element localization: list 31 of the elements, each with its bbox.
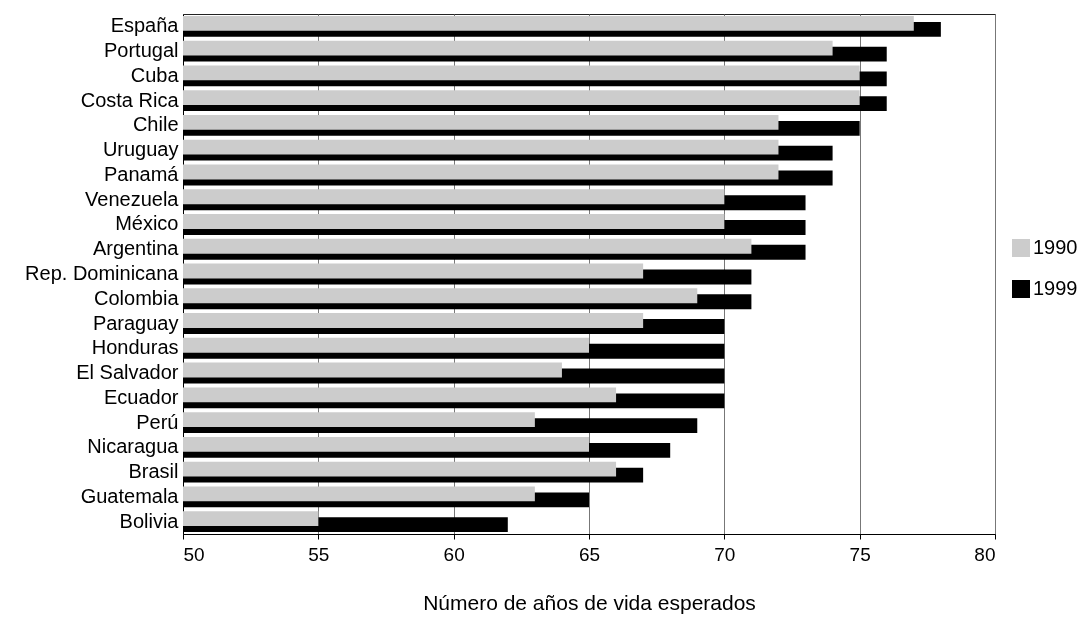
y-tick-label: Costa Rica: [80, 88, 180, 111]
x-tick-label: 75: [849, 543, 871, 565]
x-tick-label: 60: [443, 543, 465, 565]
y-tick-label: Brasil: [128, 460, 179, 483]
x-tick-label: 65: [578, 543, 601, 565]
y-tick-label: Panamá: [104, 162, 180, 185]
y-tick-label: Uruguay: [102, 138, 179, 161]
y-tick-label: Colombia: [94, 286, 180, 309]
y-tick-label: El Salvador: [76, 361, 179, 384]
x-tick-label: 80: [974, 543, 996, 565]
y-tick-label: Venezuela: [85, 187, 180, 210]
y-tick-label: Argentina: [92, 237, 180, 260]
legend-label: 1990: [1033, 236, 1078, 258]
y-tick-label: Paraguay: [92, 311, 179, 334]
y-tick-label: Perú: [136, 410, 179, 433]
x-tick-label: 55: [308, 543, 330, 565]
x-tick-label: 50: [183, 543, 205, 565]
y-tick-label: Chile: [132, 113, 179, 136]
y-tick-label: Guatemala: [80, 484, 180, 507]
x-tick-label: 70: [714, 543, 736, 565]
y-tick-label: España: [110, 14, 180, 37]
y-tick-label: Rep. Dominicana: [25, 262, 180, 284]
y-tick-label: Cuba: [130, 63, 180, 86]
y-tick-label: Ecuador: [104, 385, 179, 408]
y-tick-label: Portugal: [104, 39, 179, 62]
legend-label: 1999: [1033, 277, 1078, 299]
y-tick-label: Honduras: [91, 336, 179, 359]
y-tick-label: México: [115, 212, 179, 235]
x-axis-title: Número de años de vida esperados: [423, 590, 756, 614]
y-tick-label: Nicaragua: [87, 435, 180, 458]
y-tick-label: Bolivia: [119, 509, 180, 532]
